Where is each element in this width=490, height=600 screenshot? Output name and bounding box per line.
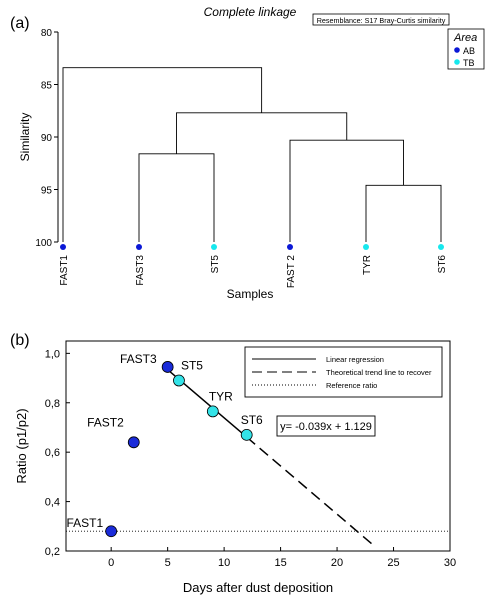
scatter-frame — [65, 340, 451, 552]
data-point-label: ST6 — [241, 413, 263, 427]
dendrogram-y-tick-label: 85 — [41, 81, 53, 92]
area-legend-box — [447, 28, 485, 70]
data-point — [240, 428, 253, 441]
area-legend-marker — [454, 47, 460, 53]
leaf-label: FAST1 — [59, 255, 70, 286]
line-legend-label: Reference ratio — [326, 381, 377, 390]
dendrogram-title: Complete linkage — [204, 5, 297, 19]
scatter-x-tick-label: 5 — [165, 557, 171, 569]
leaf-label: ST5 — [210, 255, 221, 274]
scatter-y-tick-label: 0,4 — [45, 497, 60, 509]
leaf-label: FAST 2 — [286, 255, 297, 289]
leaf-label: FAST3 — [135, 255, 146, 286]
dendrogram-y-tick-label: 95 — [41, 186, 53, 197]
data-point — [127, 436, 140, 449]
data-point-label: FAST2 — [87, 415, 124, 429]
scatter-x-tick-label: 25 — [387, 557, 399, 569]
dendrogram-link — [289, 139, 404, 242]
scatter-x-tick-label: 10 — [218, 557, 230, 569]
area-legend-marker — [454, 59, 460, 65]
scatter-y-tick-label: 1,0 — [45, 348, 60, 360]
leaf-marker — [363, 244, 369, 250]
dendrogram-link — [62, 67, 263, 242]
dendrogram-y-tick-label: 80 — [41, 28, 53, 39]
leaf-marker — [438, 244, 444, 250]
area-legend-label: AB — [463, 46, 475, 56]
scatter-x-tick-label: 0 — [108, 557, 114, 569]
dendrogram-y-tick-label: 100 — [35, 238, 52, 249]
resemblance-label: Resemblance: S17 Bray-Curtis similarity — [317, 16, 446, 25]
leaf-marker — [287, 244, 293, 250]
scatter-y-tick-label: 0,6 — [45, 447, 60, 459]
leaf-marker — [60, 244, 66, 250]
data-point-label: FAST3 — [120, 352, 157, 366]
panel-label-b: (b) — [10, 332, 30, 349]
scatter-x-label: Days after dust deposition — [183, 580, 333, 595]
data-point — [206, 405, 219, 418]
panel-label-a: (a) — [10, 15, 30, 32]
leaf-marker — [211, 244, 217, 250]
equation-label: y= -0.039x + 1.129 — [280, 421, 372, 433]
data-point — [173, 374, 185, 387]
data-point — [105, 525, 118, 538]
dendrogram-link — [138, 153, 215, 242]
line-legend-label: Theoretical trend line to recover — [326, 368, 432, 377]
line-legend-box — [244, 346, 443, 398]
dendrogram-link — [176, 112, 348, 154]
trend-line — [246, 436, 374, 546]
data-point-label: FAST1 — [66, 516, 103, 530]
scatter-x-tick-label: 15 — [274, 557, 286, 569]
data-point — [161, 361, 174, 373]
line-legend-label: Linear regression — [326, 355, 384, 364]
leaf-label: TYR — [362, 255, 373, 275]
data-point-label: TYR — [209, 389, 233, 403]
scatter-x-tick-label: 20 — [331, 557, 343, 569]
scatter-y-tick-label: 0,2 — [45, 546, 60, 558]
dendrogram-y-tick-label: 90 — [41, 133, 53, 144]
scatter-x-tick-label: 30 — [444, 557, 456, 569]
equation-box — [276, 415, 376, 437]
dendrogram-y-label: Similarity — [18, 113, 32, 162]
data-point-label: ST5 — [181, 359, 203, 373]
leaf-label: ST6 — [437, 255, 448, 274]
resemblance-box — [312, 13, 450, 26]
dendrogram-x-label: Samples — [227, 287, 274, 301]
scatter-y-tick-label: 0,8 — [45, 398, 60, 410]
area-legend-title: Area — [453, 32, 477, 44]
area-legend-label: TB — [463, 58, 475, 68]
dendrogram-link — [365, 184, 442, 242]
leaf-marker — [136, 244, 142, 250]
scatter-y-label: Ratio (p1/p2) — [14, 408, 29, 483]
